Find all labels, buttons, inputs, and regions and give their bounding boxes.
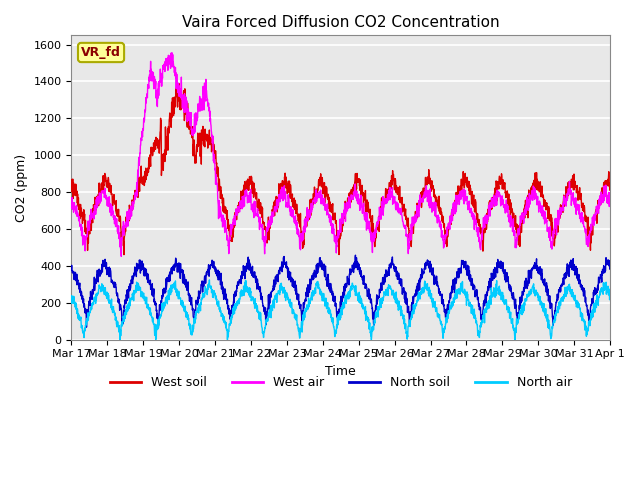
Text: VR_fd: VR_fd [81, 46, 121, 59]
X-axis label: Time: Time [325, 365, 356, 378]
Legend: West soil, West air, North soil, North air: West soil, West air, North soil, North a… [104, 372, 577, 395]
Y-axis label: CO2 (ppm): CO2 (ppm) [15, 154, 28, 222]
Title: Vaira Forced Diffusion CO2 Concentration: Vaira Forced Diffusion CO2 Concentration [182, 15, 500, 30]
